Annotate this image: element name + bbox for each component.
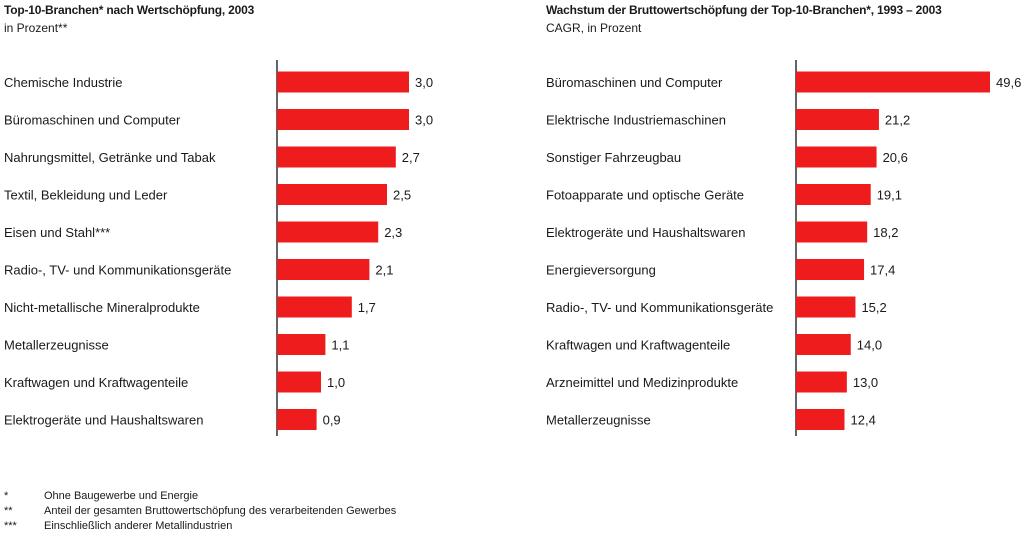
category-label: Büromaschinen und Computer — [4, 113, 181, 128]
footnote-mark: ** — [4, 505, 13, 517]
value-label: 21,2 — [885, 113, 910, 128]
value-label: 2,7 — [402, 150, 420, 165]
value-label: 3,0 — [415, 113, 433, 128]
value-label: 2,5 — [393, 188, 411, 203]
value-label: 1,0 — [327, 375, 345, 390]
footnote: * Ohne Baugewerbe und Energie — [4, 489, 396, 504]
value-label: 15,2 — [861, 300, 886, 315]
value-label: 20,6 — [883, 150, 908, 165]
category-label: Fotoapparate und optische Geräte — [546, 188, 744, 203]
footnote: *** Einschließlich anderer Metallindustr… — [4, 519, 396, 534]
category-label: Textil, Bekleidung und Leder — [4, 188, 168, 203]
bar — [277, 221, 379, 243]
value-label: 3,0 — [415, 75, 433, 90]
value-label: 2,3 — [384, 225, 402, 240]
value-label: 1,7 — [358, 300, 376, 315]
bar — [796, 109, 879, 130]
bar — [277, 259, 370, 280]
footnote-text: Anteil der gesamten Bruttowertschöpfung … — [44, 505, 397, 517]
chart-subtitle: CAGR, in Prozent — [546, 21, 642, 35]
value-label: 13,0 — [853, 375, 878, 390]
value-label: 14,0 — [857, 338, 882, 353]
bar — [277, 371, 321, 393]
bar — [277, 334, 326, 355]
chart-left: Top-10-Branchen* nach Wertschöpfung, 200… — [0, 0, 500, 440]
category-label: Nicht-metallische Mineralprodukte — [4, 300, 200, 315]
bar — [277, 409, 317, 430]
category-label: Arzneimittel und Medizinprodukte — [546, 375, 738, 390]
value-label: 19,1 — [877, 188, 902, 203]
chart-right: Wachstum der Bruttowertschöpfung der Top… — [542, 0, 1036, 440]
bar — [796, 334, 851, 355]
value-label: 2,1 — [375, 263, 393, 278]
bar — [796, 296, 856, 318]
category-label: Elektrische Industriemaschinen — [546, 113, 726, 128]
category-label: Büromaschinen und Computer — [546, 75, 723, 90]
footnote: ** Anteil der gesamten Bruttowertschöpfu… — [4, 504, 396, 519]
bar — [277, 184, 387, 205]
bar-chart-left: Chemische Industrie 3,0 Büromaschinen und … — [4, 60, 433, 436]
bar — [796, 371, 847, 393]
category-label: Chemische Industrie — [4, 75, 123, 90]
footnote-mark: *** — [4, 520, 17, 532]
category-label: Eisen und Stahl*** — [4, 225, 110, 240]
category-label: Kraftwagen und Kraftwagenteile — [546, 338, 730, 353]
category-label: Radio-, TV- und Kommunikationsgeräte — [4, 263, 231, 278]
category-label: Kraftwagen und Kraftwagenteile — [4, 375, 188, 390]
category-label: Energieversorgung — [546, 263, 656, 278]
footnote-text: Einschließlich anderer Metallindustrien — [44, 520, 233, 532]
bar — [277, 109, 409, 130]
value-label: 18,2 — [873, 225, 898, 240]
chart-title: Wachstum der Bruttowertschöpfung der Top… — [546, 3, 942, 17]
category-label: Metallerzeugnisse — [4, 338, 109, 353]
bar — [277, 146, 396, 168]
bar — [796, 221, 868, 243]
value-label: 49,6 — [996, 75, 1021, 90]
footnote-text: Ohne Baugewerbe und Energie — [44, 490, 199, 502]
footnote-mark: * — [4, 490, 9, 502]
bar — [277, 71, 409, 93]
category-label: Radio-, TV- und Kommunikationsgeräte — [546, 300, 773, 315]
category-label: Sonstiger Fahrzeugbau — [546, 150, 681, 165]
bar — [796, 146, 877, 168]
bar — [796, 259, 865, 280]
bar-chart-right: Büromaschinen und Computer 49,6 Elektrisch… — [546, 60, 1021, 436]
bar — [796, 409, 845, 430]
bar — [796, 71, 990, 93]
value-label: 12,4 — [851, 413, 876, 428]
value-label: 1,1 — [331, 338, 349, 353]
bar — [277, 296, 352, 318]
value-label: 0,9 — [323, 413, 341, 428]
bar — [796, 184, 871, 205]
chart-title: Top-10-Branchen* nach Wertschöpfung, 200… — [4, 3, 255, 17]
value-label: 17,4 — [870, 263, 895, 278]
category-label: Nahrungsmittel, Getränke und Tabak — [4, 150, 216, 165]
category-label: Elektrogeräte und Haushaltswaren — [4, 413, 203, 428]
chart-subtitle: in Prozent** — [4, 21, 68, 35]
category-label: Metallerzeugnisse — [546, 413, 651, 428]
footnotes: * Ohne Baugewerbe und Energie ** Anteil … — [4, 489, 396, 534]
category-label: Elektrogeräte und Haushaltswaren — [546, 225, 745, 240]
